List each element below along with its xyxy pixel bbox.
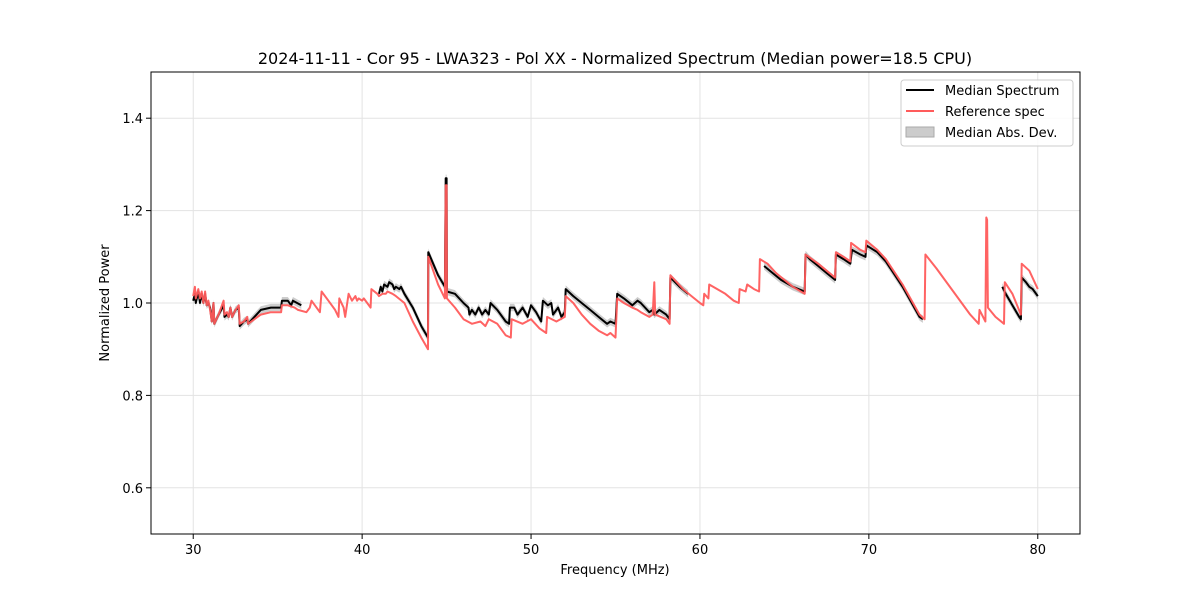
y-axis-label: Normalized Power bbox=[98, 244, 113, 362]
y-tick-label: 0.8 bbox=[122, 389, 143, 404]
y-tick-label: 1.2 bbox=[122, 205, 143, 220]
mad-band-segment bbox=[764, 241, 923, 323]
legend-reference-label: Reference spec bbox=[945, 105, 1045, 120]
x-tick-label: 70 bbox=[861, 543, 878, 558]
reference-spec-series bbox=[192, 184, 1039, 351]
legend-mad-swatch bbox=[905, 126, 935, 138]
x-tick-label: 30 bbox=[185, 543, 202, 558]
legend-box bbox=[900, 79, 1074, 147]
x-axis-label: Frequency (MHz) bbox=[560, 563, 669, 578]
legend: Median Spectrum Reference spec Median Ab… bbox=[900, 79, 1074, 147]
median-spectrum-line bbox=[378, 177, 689, 339]
axis-ticks: 30 40 50 60 70 80 0.6 0.8 1.0 1.2 1.4 bbox=[122, 112, 1046, 558]
y-tick-label: 1.0 bbox=[122, 297, 143, 312]
legend-mad-label: Median Abs. Dev. bbox=[945, 126, 1057, 141]
x-tick-label: 50 bbox=[523, 543, 540, 558]
x-tick-label: 40 bbox=[354, 543, 371, 558]
y-tick-label: 1.4 bbox=[122, 112, 143, 127]
x-tick-label: 80 bbox=[1029, 543, 1046, 558]
reference-spec-line bbox=[192, 184, 1039, 351]
y-tick-label: 0.6 bbox=[122, 482, 143, 497]
chart-title: 2024-11-11 - Cor 95 - LWA323 - Pol XX - … bbox=[258, 49, 972, 68]
legend-median-label: Median Spectrum bbox=[945, 84, 1059, 99]
x-tick-label: 60 bbox=[692, 543, 709, 558]
